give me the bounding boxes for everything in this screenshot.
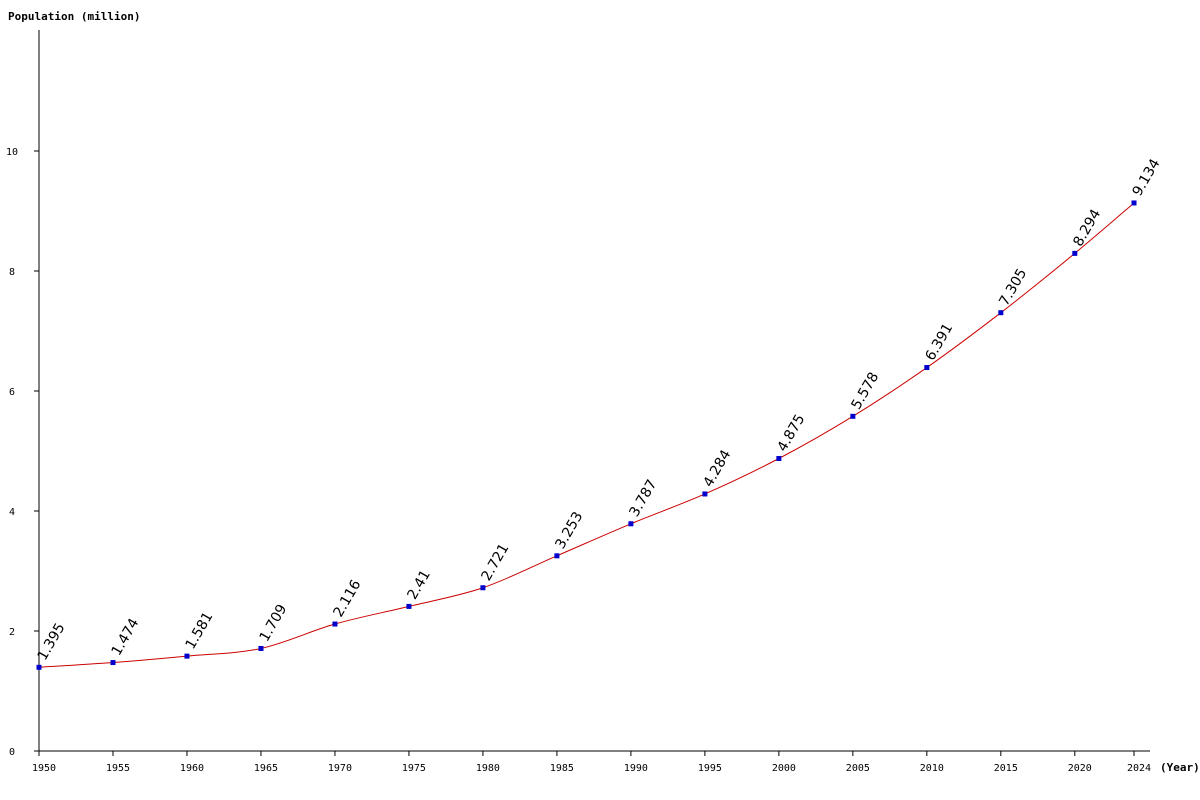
x-tick-label: 1960 (180, 763, 204, 774)
data-label: 1.474 (109, 616, 143, 659)
x-tick-label: 1975 (402, 763, 426, 774)
y-tick-label: 2 (9, 627, 15, 638)
x-tick-label: 2005 (846, 763, 870, 774)
data-point (1131, 200, 1137, 206)
x-tick-label: 1950 (32, 763, 56, 774)
x-tick-label: 1965 (254, 763, 278, 774)
y-ticks: 0 2 4 6 8 10 (6, 147, 39, 758)
data-point (332, 621, 338, 627)
data-point (924, 365, 930, 371)
y-tick-label: 6 (9, 387, 15, 398)
data-point (184, 653, 190, 659)
data-label: 3.787 (626, 477, 660, 520)
data-label: 1.395 (35, 621, 69, 664)
x-tick-label: 1995 (698, 763, 722, 774)
x-tick-label: 2010 (920, 763, 944, 774)
data-label: 5.578 (848, 370, 882, 413)
data-label: 2.721 (479, 541, 513, 584)
y-axis-title: Population (million) (8, 10, 140, 23)
x-tick-label: 2020 (1068, 763, 1092, 774)
data-point (850, 413, 856, 419)
data-label: 4.284 (700, 447, 734, 490)
data-point (258, 645, 264, 651)
data-markers (36, 200, 1137, 670)
data-point (1072, 250, 1078, 256)
data-label: 4.875 (774, 412, 808, 455)
data-label: 2.116 (331, 577, 365, 620)
x-tick-label: 1990 (624, 763, 648, 774)
x-axis-title: (Year) (1160, 761, 1200, 774)
data-label: 1.709 (257, 602, 291, 645)
data-point (998, 310, 1004, 316)
data-point (554, 553, 560, 559)
data-label: 2.41 (405, 567, 434, 602)
y-tick-label: 4 (9, 507, 15, 518)
data-label: 9.134 (1130, 156, 1164, 199)
data-label: 8.294 (1070, 207, 1104, 250)
x-tick-label: 1955 (106, 763, 130, 774)
data-label: 7.305 (996, 266, 1030, 309)
data-label: 1.581 (183, 609, 217, 652)
data-point (406, 603, 412, 609)
data-point (36, 664, 42, 670)
data-point (480, 585, 486, 591)
y-tick-label: 0 (9, 747, 15, 758)
data-point (110, 660, 116, 666)
data-label: 6.391 (922, 321, 956, 364)
x-tick-label: 2015 (994, 763, 1018, 774)
data-point (776, 456, 782, 461)
x-tick-label: 2000 (772, 763, 796, 774)
data-point (628, 521, 634, 527)
y-tick-label: 10 (6, 147, 18, 158)
x-tick-label: 1985 (550, 763, 574, 774)
data-point (702, 491, 708, 497)
x-tick-label: 1970 (328, 763, 352, 774)
x-tick-label: 1980 (476, 763, 500, 774)
x-tick-label: 2024 (1127, 763, 1151, 774)
x-ticks: 1950 1955 1960 1965 1970 1975 1980 1985 1990 1995… (32, 751, 1151, 774)
y-tick-label: 8 (9, 267, 15, 278)
series-line (38, 202, 1135, 668)
